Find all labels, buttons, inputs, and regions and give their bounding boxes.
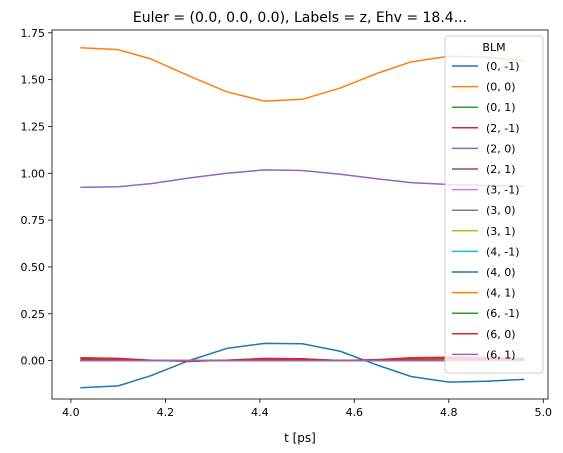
- legend-label: (3, 0): [486, 204, 516, 217]
- legend: BLM (0, -1) (0, 0) (0, 1) (2, -1) (2, 0) (2, 1…: [444, 35, 544, 374]
- y-axis: 0.00 0.25 0.50 0.75 1.00 1.25 1.50 1.75: [21, 27, 52, 368]
- legend-label: (4, -1): [486, 245, 520, 258]
- legend-title: BLM: [482, 41, 505, 54]
- x-tick-label: 5.0: [535, 406, 553, 419]
- legend-label: (4, 1): [486, 287, 516, 300]
- x-axis: 4.0 4.2 4.4 4.6 4.8 5.0: [62, 399, 552, 419]
- y-tick-label: 0.50: [21, 261, 46, 274]
- y-tick-label: 1.25: [21, 120, 46, 133]
- legend-label: (0, 0): [486, 81, 516, 94]
- series-line-4-0: [80, 342, 525, 389]
- legend-label: (0, -1): [486, 60, 520, 73]
- legend-label: (2, -1): [486, 122, 520, 135]
- y-tick-label: 1.75: [21, 27, 46, 40]
- legend-label: (2, 1): [486, 163, 516, 176]
- y-tick-label: 0.25: [21, 308, 46, 321]
- legend-label: (6, 1): [486, 348, 516, 361]
- legend-box: [444, 35, 544, 374]
- legend-label: (2, 0): [486, 142, 516, 155]
- legend-label: (6, -1): [486, 307, 520, 320]
- y-tick-label: 0.00: [21, 355, 46, 368]
- x-tick-label: 4.0: [62, 406, 80, 419]
- legend-label: (6, 0): [486, 328, 516, 341]
- x-tick-label: 4.4: [251, 406, 269, 419]
- x-axis-label: t [ps]: [284, 431, 316, 445]
- y-tick-label: 1.00: [21, 167, 46, 180]
- x-tick-label: 4.6: [346, 406, 364, 419]
- chart-title: Euler = (0.0, 0.0, 0.0), Labels = z, Ehv…: [133, 10, 467, 26]
- legend-label: (3, 1): [486, 225, 516, 238]
- legend-label: (0, 1): [486, 101, 516, 114]
- y-tick-label: 0.75: [21, 214, 46, 227]
- x-tick-label: 4.2: [157, 406, 175, 419]
- y-tick-label: 1.50: [21, 74, 46, 87]
- legend-label: (4, 0): [486, 266, 516, 279]
- legend-label: (3, -1): [486, 184, 520, 197]
- x-tick-label: 4.8: [440, 406, 458, 419]
- axes-frame: [51, 29, 549, 400]
